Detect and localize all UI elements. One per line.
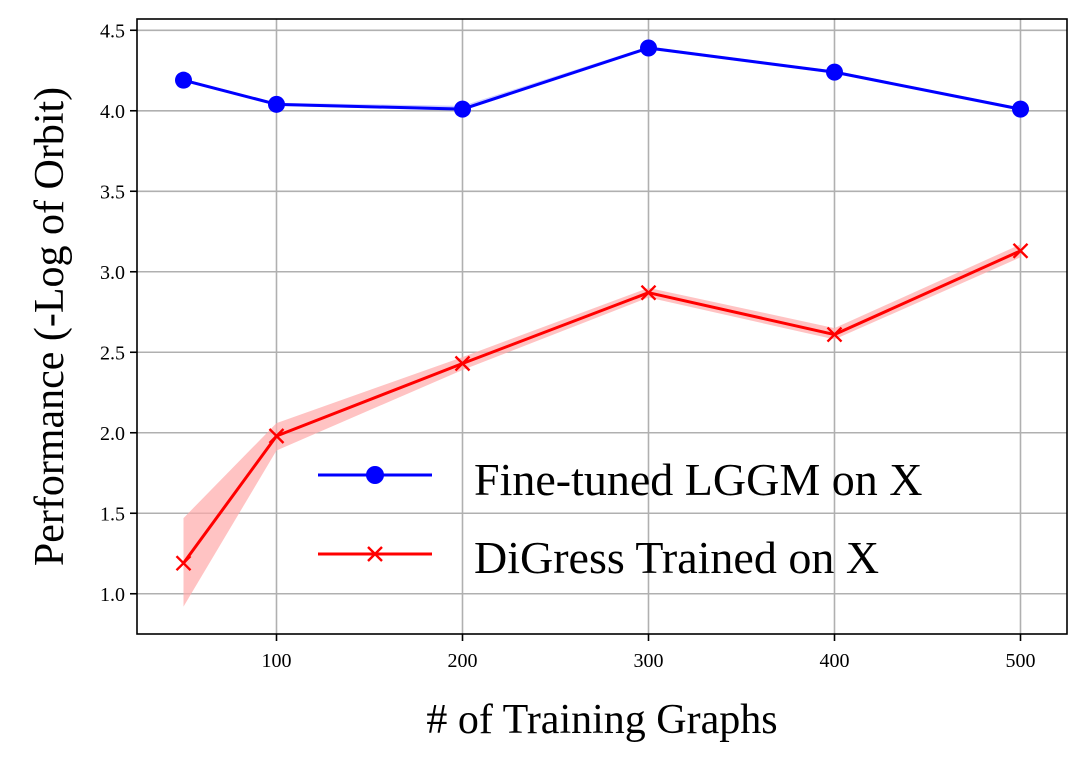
data-point-1	[454, 355, 471, 372]
y-tick-label: 1.5	[100, 503, 125, 525]
x-tick-label: 200	[448, 650, 478, 672]
series-line-1	[182, 249, 1022, 565]
legend-marker-digress	[367, 546, 383, 562]
legend-marker-lggm	[366, 466, 384, 484]
series-line-0	[183, 46, 1021, 111]
plot-frame	[136, 18, 1068, 635]
y-tick-label: 3.0	[100, 262, 125, 284]
x-tick-label: 500	[1006, 650, 1036, 672]
confidence-bands	[183, 46, 1021, 607]
data-point-1	[1012, 242, 1029, 259]
data-point-1	[268, 428, 285, 444]
series-lines	[182, 46, 1022, 565]
y-tick-label: 2.0	[100, 423, 125, 445]
data-point-0	[1012, 100, 1029, 118]
y-tick-label: 1.0	[100, 584, 125, 606]
data-point-0	[268, 95, 285, 113]
y-tick-label: 2.5	[100, 342, 125, 364]
x-axis-ticks: 100 200 300 400 500	[262, 634, 1036, 672]
x-tick-label: 100	[262, 650, 292, 672]
series-markers	[175, 39, 1029, 572]
y-tick-label: 3.5	[100, 181, 125, 203]
data-point-0	[826, 63, 843, 81]
confidence-band-0	[183, 46, 1021, 111]
y-tick-label: 4.0	[100, 101, 125, 123]
y-axis-title: Performance (-Log of Orbit)	[27, 87, 73, 566]
x-tick-label: 300	[634, 650, 664, 672]
y-axis-ticks: 1.0 1.5 2.0 2.5 3.0 3.5 4.0 4.5	[100, 20, 137, 606]
x-tick-label: 400	[820, 650, 850, 672]
grid-lines	[137, 19, 1067, 634]
data-point-0	[454, 100, 471, 118]
data-point-0	[175, 71, 192, 89]
data-point-0	[640, 39, 657, 57]
data-point-1	[826, 326, 843, 343]
x-axis-title: # of Training Graphs	[426, 697, 777, 743]
legend-label-digress: DiGress Trained on X	[474, 532, 879, 583]
legend: Fine-tuned LGGM on X DiGress Trained on …	[318, 454, 922, 583]
y-tick-label: 4.5	[100, 20, 125, 42]
data-point-1	[640, 284, 657, 301]
legend-label-lggm: Fine-tuned LGGM on X	[474, 454, 922, 505]
data-point-1	[175, 555, 192, 572]
